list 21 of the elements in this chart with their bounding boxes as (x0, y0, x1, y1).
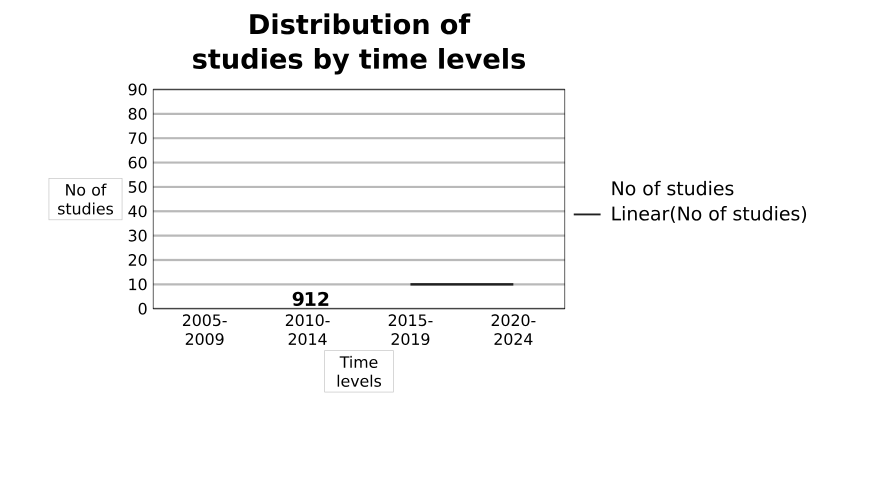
annotation: 9 (292, 292, 304, 306)
y-tick-label: 20 (128, 254, 147, 266)
y-tick-label: 40 (128, 205, 147, 218)
y-axis-title: No of studies (58, 184, 114, 215)
y-tick-label: 10 (129, 278, 147, 290)
x-axis-title: Time levels (338, 356, 382, 388)
annotation: 12 (306, 292, 328, 306)
y-tick-label: 0 (138, 302, 147, 315)
y-tick-label: 50 (128, 181, 147, 194)
text: No of studies (612, 181, 734, 196)
y-tick-label: 90 (128, 84, 147, 96)
x-tick-label: 2020-2024 (492, 314, 536, 346)
y-tick-label: 30 (128, 230, 147, 242)
y-tick-label: 80 (128, 108, 147, 120)
x-tick-label: 2015-2019 (388, 314, 433, 346)
y-tick-label: 60 (128, 156, 147, 169)
chart-title: Distribution of studies by time levels (193, 14, 526, 75)
y-tick-label: 70 (128, 132, 147, 144)
legend-label: Linear(No of studies) (612, 206, 806, 224)
x-tick-label: 2010-2014 (286, 314, 330, 346)
x-tick-label: 2005-2009 (182, 314, 227, 346)
